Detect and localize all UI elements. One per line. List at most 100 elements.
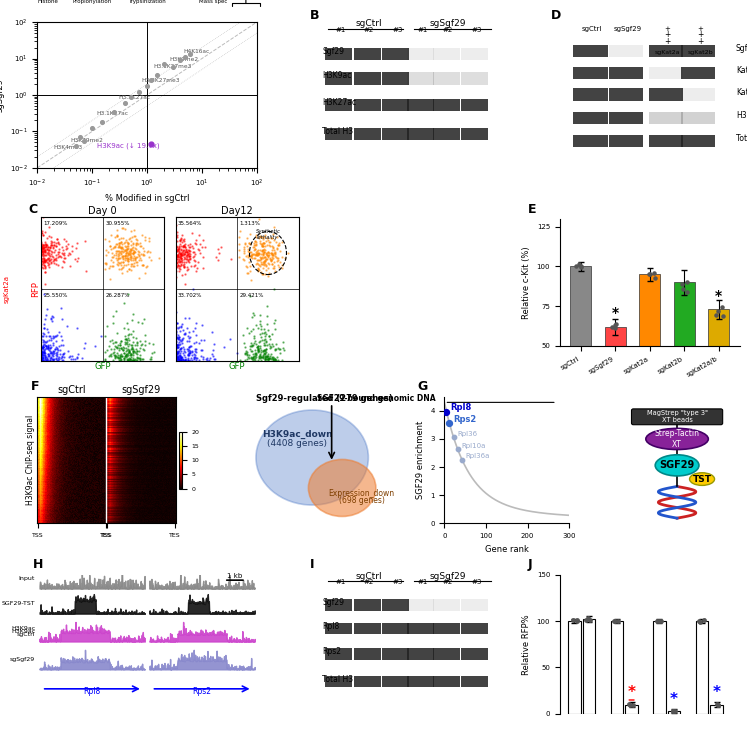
Bar	[653, 621, 666, 714]
Point	[37, 247, 49, 259]
Point	[171, 351, 183, 363]
Point	[107, 261, 119, 272]
Point	[667, 705, 679, 717]
Point	[261, 325, 273, 336]
Point	[113, 354, 125, 366]
Point	[45, 346, 57, 358]
Point	[130, 354, 142, 366]
Point	[181, 261, 193, 272]
Text: Rpl10a: Rpl10a	[461, 443, 486, 449]
Point	[267, 353, 279, 365]
Point	[208, 353, 220, 365]
Point	[181, 250, 193, 261]
Point	[72, 252, 84, 263]
Point	[139, 336, 151, 347]
Point	[175, 243, 187, 255]
Point	[117, 243, 129, 255]
Bar	[639, 275, 660, 425]
Point	[171, 230, 183, 241]
Point	[40, 347, 52, 359]
Point	[712, 698, 724, 710]
Point	[123, 338, 135, 350]
Point	[176, 351, 187, 363]
Point	[40, 239, 52, 251]
Point	[70, 352, 82, 364]
Point	[241, 245, 253, 257]
Point	[263, 238, 275, 250]
Point	[128, 354, 140, 366]
Point	[146, 74, 158, 86]
Point	[176, 319, 188, 330]
Point	[179, 354, 190, 366]
Point	[254, 350, 266, 362]
FancyBboxPatch shape	[433, 623, 459, 634]
Point	[192, 256, 204, 268]
Text: Total H3: Total H3	[322, 675, 353, 684]
Point	[138, 314, 150, 325]
Point	[36, 255, 48, 267]
Point	[206, 349, 218, 361]
Bar	[668, 711, 681, 714]
Point	[130, 233, 142, 245]
Point	[111, 256, 123, 268]
Point	[258, 348, 270, 360]
Point	[237, 253, 249, 265]
Point	[241, 347, 252, 359]
Point	[258, 268, 270, 280]
Text: Rpl8: Rpl8	[84, 687, 101, 696]
Point	[212, 243, 224, 255]
Text: sgCtrl: sgCtrl	[356, 572, 382, 581]
Point	[189, 259, 201, 271]
Point	[181, 253, 193, 265]
Point	[268, 244, 280, 256]
Point	[182, 249, 193, 261]
Point	[112, 241, 124, 253]
Point	[128, 252, 140, 264]
Point	[117, 344, 129, 356]
Point	[40, 336, 52, 348]
Point	[183, 250, 195, 261]
Point	[186, 354, 198, 366]
Point	[119, 347, 131, 358]
Point	[131, 260, 143, 272]
Point	[125, 247, 137, 258]
Point	[258, 344, 270, 355]
FancyBboxPatch shape	[649, 45, 683, 57]
Point	[39, 244, 51, 256]
Text: Rpl36: Rpl36	[457, 431, 477, 437]
Point	[123, 346, 134, 358]
Point	[122, 237, 134, 249]
Point	[39, 262, 51, 274]
Point	[265, 247, 277, 259]
Point	[122, 316, 134, 328]
Point	[677, 278, 689, 290]
Point	[182, 347, 194, 359]
Point	[110, 305, 122, 316]
Point	[37, 259, 49, 271]
Point	[134, 353, 146, 365]
Point	[143, 232, 155, 244]
Point	[122, 255, 134, 266]
Point	[187, 242, 199, 254]
Point	[171, 230, 183, 242]
Point	[176, 353, 188, 365]
Point	[258, 327, 270, 339]
Point	[131, 251, 143, 263]
Point	[252, 247, 264, 259]
Point	[125, 254, 137, 266]
Point	[264, 267, 276, 279]
Point	[270, 250, 282, 262]
Point	[36, 255, 48, 267]
FancyBboxPatch shape	[353, 128, 380, 140]
X-axis label: % Modified in sgCtrl: % Modified in sgCtrl	[105, 194, 189, 203]
Point	[249, 238, 261, 250]
Point	[259, 346, 271, 358]
Point	[187, 247, 199, 258]
Point	[78, 342, 90, 354]
Point	[452, 444, 464, 456]
Point	[254, 318, 266, 330]
Point	[38, 241, 50, 252]
Bar	[708, 309, 729, 425]
Point	[199, 353, 211, 364]
Point	[171, 317, 183, 329]
